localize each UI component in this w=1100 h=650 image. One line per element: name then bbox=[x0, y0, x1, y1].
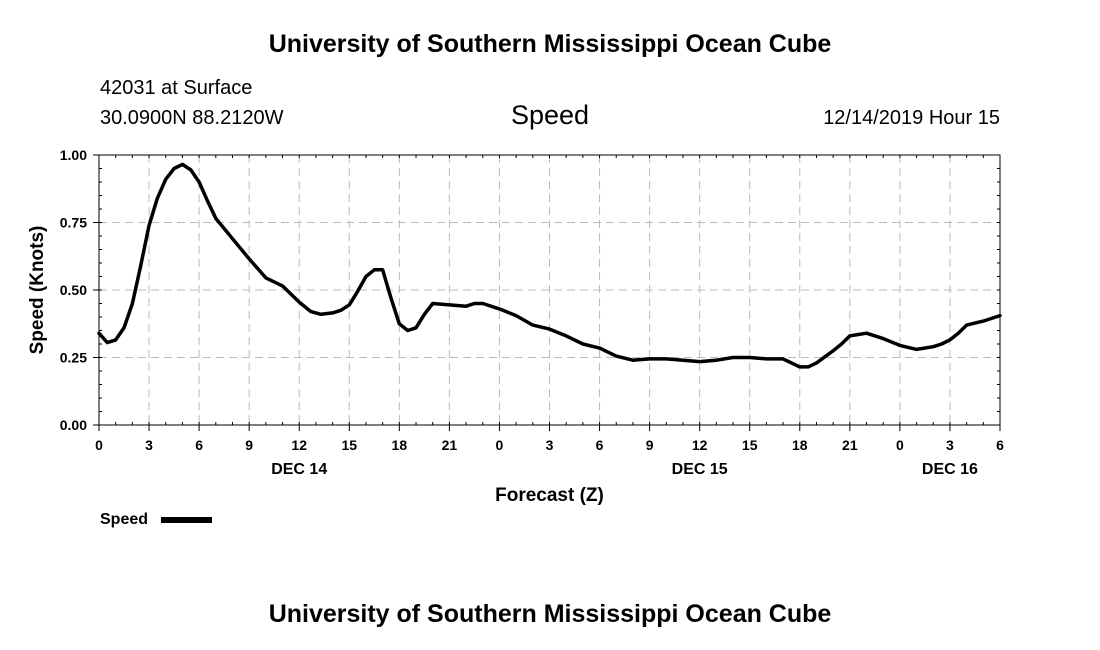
legend-label: Speed bbox=[100, 511, 148, 528]
x-tick-label: 9 bbox=[245, 437, 253, 453]
coordinates-label: 30.0900N 88.2120W bbox=[100, 107, 284, 129]
parameter-title: Speed bbox=[510, 100, 590, 130]
x-tick-label: 21 bbox=[842, 437, 858, 453]
x-tick-label: 15 bbox=[742, 437, 758, 453]
x-tick-label: 18 bbox=[792, 437, 808, 453]
x-tick-label: 21 bbox=[442, 437, 458, 453]
grid bbox=[99, 155, 1000, 425]
x-tick-label: 3 bbox=[546, 437, 554, 453]
day-label: DEC 15 bbox=[672, 461, 728, 478]
y-axis-title: Speed (Knots) bbox=[27, 226, 48, 355]
axes bbox=[93, 154, 1001, 431]
x-tick-label: 0 bbox=[896, 437, 904, 453]
x-tick-label: 9 bbox=[646, 437, 654, 453]
x-tick-label: 0 bbox=[95, 437, 103, 453]
x-tick-label: 15 bbox=[341, 437, 357, 453]
day-label: DEC 16 bbox=[922, 461, 978, 478]
legend-swatch bbox=[161, 517, 212, 523]
day-label: DEC 14 bbox=[271, 461, 327, 478]
y-tick-label: 0.75 bbox=[60, 215, 87, 231]
x-tick-label: 6 bbox=[195, 437, 203, 453]
bottom-title: University of Southern Mississippi Ocean… bbox=[268, 600, 832, 628]
x-tick-label: 0 bbox=[496, 437, 504, 453]
station-label: 42031 at Surface bbox=[100, 77, 253, 99]
x-tick-label: 12 bbox=[692, 437, 708, 453]
legend: Speed bbox=[100, 511, 212, 528]
x-tick-label: 18 bbox=[392, 437, 408, 453]
top-title: University of Southern Mississippi Ocean… bbox=[268, 30, 832, 58]
x-tick-label: 12 bbox=[291, 437, 307, 453]
series bbox=[97, 162, 1002, 369]
x-axis-title: Forecast (Z) bbox=[495, 485, 604, 506]
x-tick-label: 3 bbox=[145, 437, 153, 453]
x-tick-label: 6 bbox=[596, 437, 604, 453]
y-tick-label: 0.25 bbox=[60, 350, 87, 366]
x-tick-label: 6 bbox=[996, 437, 1004, 453]
x-tick-label: 3 bbox=[946, 437, 954, 453]
y-tick-label: 1.00 bbox=[60, 147, 87, 163]
y-tick-label: 0.00 bbox=[60, 417, 87, 433]
axis-labels: 0.00 0.25 0.50 0.75 1.00 0 3 6 9 12 15 18 21 0 3 6 9 12 15… bbox=[27, 147, 1004, 506]
issued-time: 12/14/2019 Hour 15 bbox=[823, 107, 1000, 129]
speed-series-line bbox=[97, 162, 1002, 369]
y-tick-label: 0.50 bbox=[60, 282, 87, 298]
